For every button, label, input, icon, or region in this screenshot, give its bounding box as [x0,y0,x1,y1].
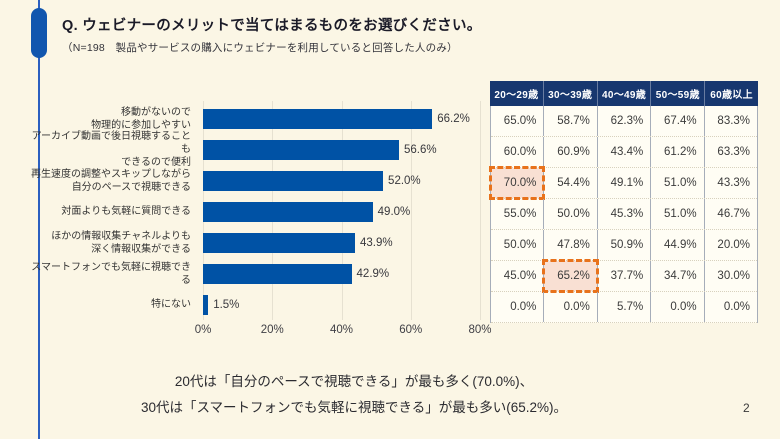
x-axis-tick-label: 60% [399,324,423,336]
table-row: 60.0% 60.9% 43.4% 61.2% 63.3% [491,137,757,168]
table-cell: 43.3% [717,177,751,189]
chart-gridline [410,101,412,320]
table-cell-highlighted: 70.0% [488,166,546,200]
chart-bar-row: 1.5% [203,289,480,320]
table-cell: 65.0% [491,106,545,136]
chart-bar-row: 66.2% [203,103,480,134]
table-cell: 47.8% [544,230,598,260]
table-row: 0.0% 0.0% 5.7% 0.0% 0.0% [491,292,757,323]
table-cell: 58.7% [544,106,598,136]
table-header-row: 20〜29歳 30〜39歳 40〜49歳 50〜59歳 60歳以上 [490,81,758,106]
table-cell: 34.7% [651,261,705,291]
question-header: Q. ウェビナーのメリットで当てはまるものをお選びください。 （N=198 製品… [62,14,482,55]
chart-bar [203,139,399,160]
chart-bar-value-label: 43.9% [360,236,393,249]
table-column-header: 60歳以上 [710,90,753,101]
question-subtitle: （N=198 製品やサービスの購入にウェビナーを利用していると回答した人のみ） [62,42,458,54]
table-cell: 20.0% [717,239,751,251]
chart-bar [203,263,352,284]
table-column-header: 50〜59歳 [651,81,706,106]
chart-category-labels: 移動がないので 物理的に参加しやすい アーカイブ動画で後日視聴することも できるの… [25,103,197,320]
table-cell: 50.0% [544,199,598,229]
chart-category-label: 特にない [151,299,191,310]
chart-bar-value-label: 66.2% [437,112,470,125]
x-axis-tick-label: 0% [194,324,212,336]
table-cell-highlighted: 65.2% [542,259,600,293]
table-cell: 49.1% [598,168,652,198]
table-cell: 54.4% [544,168,598,198]
table-cell: 51.0% [651,199,705,229]
chart-bar-row: 52.0% [203,165,480,196]
table-cell: 45.0% [491,261,545,291]
chart-bar [203,170,384,191]
table-cell: 50.9% [598,230,652,260]
table-cell: 0.0% [491,292,545,322]
table-cell: 43.4% [598,137,652,167]
table-cell: 51.0% [651,168,705,198]
summary-line-1: 20代は「自分のペースで視聴できる」が最も多く(70.0%)、 [174,374,534,389]
x-axis-tick-label: 20% [260,324,284,336]
table-cell: 61.2% [651,137,705,167]
table-cell: 60.9% [544,137,598,167]
chart-bars: 66.2% 56.6% 52.0% 49.0% 43.9% 42.9% 1.5% [203,103,480,320]
table-cell: 44.9% [651,230,705,260]
x-axis-tick-label: 80% [468,324,492,336]
chart-category-label: スマートフォンでも気軽に視聴できる [31,261,191,286]
chart-category-label: アーカイブ動画で後日視聴することも できるので便利 [31,131,191,168]
chart-category-label: 再生速度の調整やスキップしながら 自分のペースで視聴できる [31,168,191,193]
chart-category-label: 対面よりも気軽に質問できる [61,206,191,217]
table-body: 65.0% 58.7% 62.3% 67.4% 83.3% 60.0% 60.9% 43.4%… [488,106,758,323]
chart-plot-area: 66.2% 56.6% 52.0% 49.0% 43.9% 42.9% 1.5% [203,101,481,320]
table-row: 45.0% 65.2% 37.7% 34.7% 30.0% [491,259,757,293]
table-cell: 63.3% [717,146,751,158]
table-cell: 37.7% [598,261,652,291]
table-cell: 5.7% [598,292,652,322]
chart-gridline [480,101,481,320]
chart-bar-value-label: 56.6% [403,143,437,156]
chart-bar-value-label: 49.0% [377,205,411,218]
x-axis-tick-label: 40% [329,324,354,336]
table-row: 65.0% 58.7% 62.3% 67.4% 83.3% [491,106,757,137]
age-breakdown-table: 20〜29歳 30〜39歳 40〜49歳 50〜59歳 60歳以上 65.0% 58.7%… [488,81,758,323]
chart-bar [203,201,373,222]
chart-x-axis: 0% 20% 40% 60% 80% [195,324,492,340]
table-cell: 0.0% [723,301,751,313]
table-cell: 0.0% [651,292,705,322]
table-cell: 50.0% [491,230,545,260]
table-column-header: 20〜29歳 [490,81,544,106]
chart-category-label: 移動がないので 物理的に参加しやすい [91,106,191,131]
table-cell: 83.3% [717,115,751,127]
table-cell: 55.0% [491,199,545,229]
table-cell: 45.3% [598,199,652,229]
table-cell: 46.7% [717,208,751,220]
summary-text: 20代は「自分のペースで視聴できる」が最も多く(70.0%)、 30代は「スマー… [0,369,708,421]
table-cell: 30.0% [717,270,751,282]
chart-bar-value-label: 1.5% [213,298,240,311]
accent-pill [31,8,47,58]
summary-line-2: 30代は「スマートフォンでも気軽に視聴できる」が最も多い(65.2%)。 [140,400,568,415]
accent-vertical-line [38,0,40,439]
table-column-header: 40〜49歳 [598,81,652,106]
table-cell: 67.4% [651,106,705,136]
chart-bar-row: 49.0% [203,196,480,227]
question-title: Q. ウェビナーのメリットで当てはまるものをお選びください。 [62,18,482,34]
chart-bar [203,108,433,129]
table-row: 50.0% 47.8% 50.9% 44.9% 20.0% [491,230,757,261]
chart-bar-row: 43.9% [203,227,480,258]
chart-bar-row: 42.9% [203,258,480,289]
table-cell: 0.0% [544,292,598,322]
table-row: 55.0% 50.0% 45.3% 51.0% 46.7% [491,199,757,230]
chart-bar-row: 56.6% [203,134,480,165]
table-cell: 62.3% [598,106,652,136]
chart-bar-value-label: 52.0% [388,174,421,187]
page-number: 2 [743,401,750,415]
table-row: 70.0% 54.4% 49.1% 51.0% 43.3% [488,166,757,200]
table-column-header: 30〜39歳 [544,81,598,106]
table-cell: 60.0% [491,137,545,167]
chart-bar [203,232,355,253]
chart-category-label: ほかの情報収集チャネルよりも 深く情報収集ができる [51,230,191,255]
chart-bar-value-label: 42.9% [356,267,390,280]
chart-bar [203,294,209,315]
